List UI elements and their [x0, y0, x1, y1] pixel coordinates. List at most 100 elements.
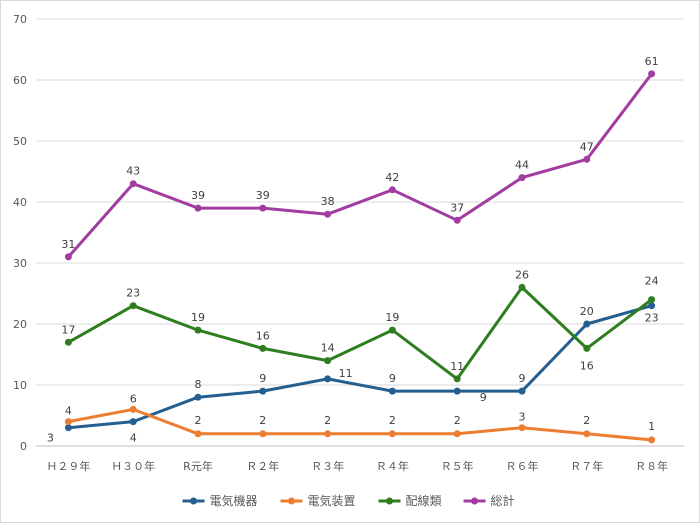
y-tick-label: 70 — [13, 13, 27, 26]
y-tick-label: 0 — [20, 440, 27, 453]
data-point — [518, 424, 526, 432]
data-label: 17 — [61, 323, 75, 336]
data-point — [388, 430, 396, 438]
data-label: 39 — [256, 189, 270, 202]
data-point — [324, 375, 332, 383]
x-tick-label: Ｒ７年 — [570, 459, 603, 473]
data-label: 2 — [583, 414, 590, 427]
data-label: 4 — [65, 405, 72, 418]
data-point — [453, 375, 461, 383]
x-tick-label: Ｒ６年 — [506, 459, 539, 473]
data-point — [518, 174, 526, 182]
series-lines — [64, 70, 656, 444]
x-tick-label: R元年 — [183, 459, 213, 473]
data-point — [259, 430, 267, 438]
data-label: 2 — [195, 414, 202, 427]
data-label: 20 — [580, 305, 594, 318]
data-point — [324, 430, 332, 438]
data-label: 11 — [339, 367, 353, 380]
gridlines — [36, 18, 684, 447]
data-point — [64, 338, 72, 346]
legend-label: 電気装置 — [308, 493, 356, 508]
series-line — [66, 72, 654, 259]
data-point — [388, 326, 396, 334]
data-point — [194, 326, 202, 334]
data-point — [129, 180, 137, 188]
data-point — [518, 283, 526, 291]
y-axis-ticks: 0 10 20 30 40 50 60 70 — [13, 13, 27, 453]
data-point — [259, 387, 267, 395]
x-tick-label: Ｒ２年 — [246, 459, 279, 473]
x-tick-label: Ｒ８年 — [635, 459, 668, 473]
data-point — [388, 387, 396, 395]
y-tick-label: 60 — [13, 74, 27, 87]
data-label: 16 — [580, 359, 594, 372]
data-label: 19 — [191, 311, 205, 324]
data-label: 42 — [385, 171, 399, 184]
data-point — [324, 357, 332, 365]
data-point — [583, 155, 591, 163]
legend-marker — [386, 497, 393, 505]
x-tick-label: Ｒ３年 — [311, 459, 344, 473]
data-label: 26 — [515, 268, 529, 281]
data-point — [453, 216, 461, 224]
y-tick-label: 10 — [13, 379, 27, 392]
data-point — [518, 387, 526, 395]
data-label: 8 — [195, 378, 202, 391]
data-point — [259, 344, 267, 352]
legend-marker — [190, 497, 197, 505]
data-point — [129, 405, 137, 413]
data-label: 6 — [130, 392, 137, 405]
data-point — [194, 393, 202, 401]
legend-item: 総計 — [463, 493, 515, 508]
data-label: 9 — [259, 372, 266, 385]
data-label: 19 — [385, 311, 399, 324]
data-label: 24 — [645, 275, 659, 288]
legend-label: 総計 — [491, 493, 515, 508]
data-label: 47 — [580, 140, 594, 153]
x-tick-label: Ｒ４年 — [376, 459, 409, 473]
data-label: 9 — [389, 372, 396, 385]
data-label: 37 — [450, 201, 464, 214]
y-tick-label: 40 — [13, 196, 27, 209]
data-point — [648, 302, 656, 310]
data-label: 31 — [61, 238, 75, 251]
data-label: 2 — [454, 414, 461, 427]
data-point — [583, 344, 591, 352]
data-point — [388, 186, 396, 194]
x-tick-label: Ｈ２９年 — [46, 459, 90, 473]
legend-item: 電気装置 — [280, 493, 356, 508]
data-point — [648, 296, 656, 304]
data-label: 1 — [648, 420, 655, 433]
data-label: 38 — [321, 195, 335, 208]
data-label: 2 — [259, 414, 266, 427]
data-label: 11 — [450, 360, 464, 373]
data-label: 23 — [126, 287, 140, 300]
data-point — [129, 302, 137, 310]
data-point — [194, 430, 202, 438]
legend-marker — [471, 497, 478, 505]
data-point — [129, 418, 137, 426]
data-point — [324, 210, 332, 218]
data-label: 43 — [126, 165, 140, 178]
series-line — [66, 407, 654, 442]
data-point — [64, 424, 72, 432]
data-label: 61 — [645, 55, 659, 68]
x-tick-label: Ｒ５年 — [441, 459, 474, 473]
y-tick-label: 50 — [13, 135, 27, 148]
data-point — [583, 430, 591, 438]
data-point — [648, 70, 656, 78]
data-label: 23 — [645, 312, 659, 325]
data-label: 9 — [519, 372, 526, 385]
y-tick-label: 20 — [13, 318, 27, 331]
data-point — [453, 430, 461, 438]
y-tick-label: 30 — [13, 257, 27, 270]
legend-marker — [288, 497, 295, 505]
data-label: 4 — [130, 432, 137, 445]
data-label: 3 — [519, 411, 526, 424]
x-tick-label: Ｈ３０年 — [111, 459, 155, 473]
series-line — [66, 285, 654, 381]
